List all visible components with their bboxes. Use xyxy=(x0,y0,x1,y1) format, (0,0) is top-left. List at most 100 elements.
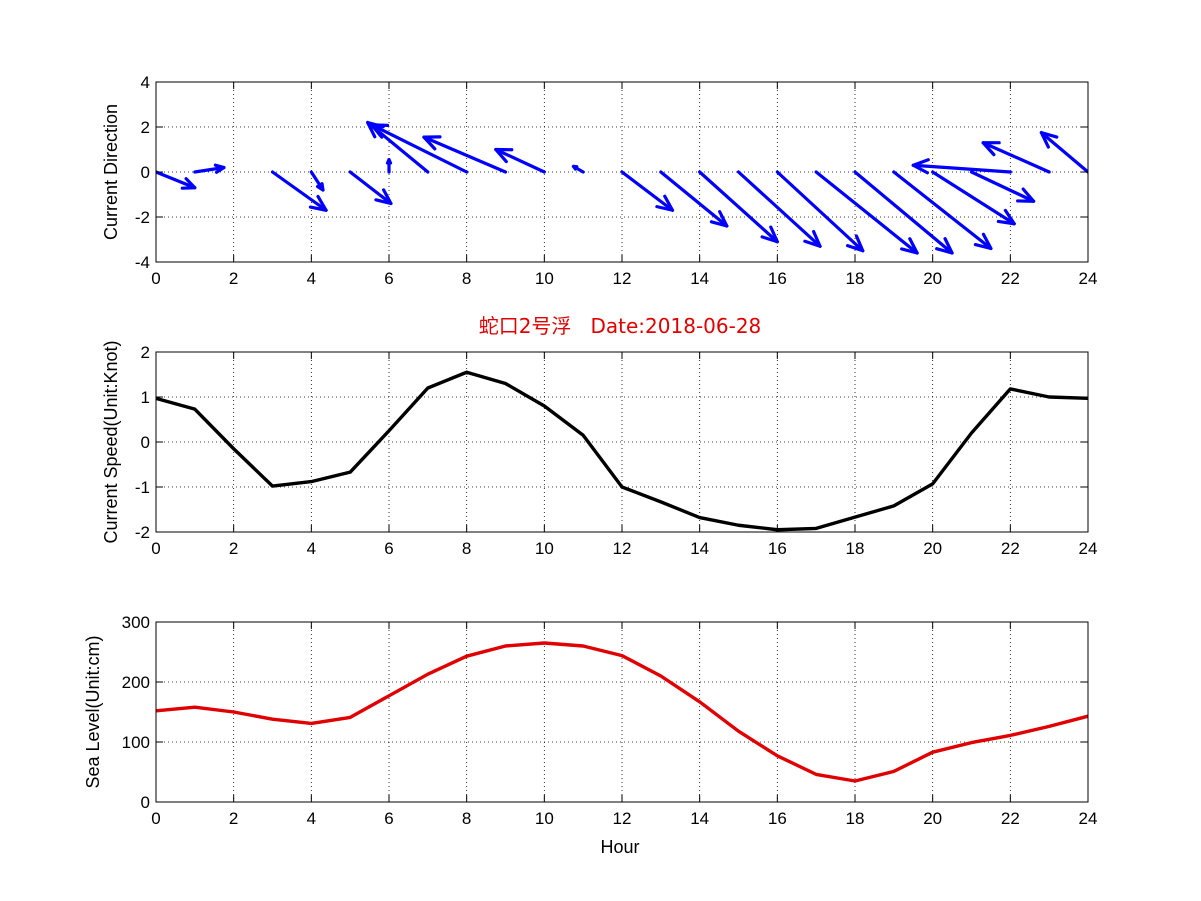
direction-arrow xyxy=(494,147,546,174)
arrow-head xyxy=(1039,131,1059,149)
x-tick-label: 24 xyxy=(1079,809,1098,828)
y-tick-label: 2 xyxy=(141,343,150,362)
speed-series xyxy=(156,370,1088,532)
direction-arrow xyxy=(969,170,1036,203)
arrow-head xyxy=(213,163,226,174)
x-tick-label: 10 xyxy=(535,539,554,558)
arrow-head xyxy=(315,182,325,192)
speed-grid xyxy=(156,352,1088,532)
y-tick-label: 1 xyxy=(141,388,150,407)
direction-arrow xyxy=(659,170,729,228)
arrow-shaft xyxy=(659,170,729,228)
x-tick-label: 6 xyxy=(384,269,393,288)
y-tick-label: 0 xyxy=(141,163,150,182)
arrow-shaft xyxy=(736,170,822,248)
direction-y-axis-label: Current Direction xyxy=(101,104,121,240)
chart-title: 蛇口2号浮 Date:2018-06-28 xyxy=(479,314,762,338)
arrow-shaft xyxy=(892,170,993,251)
direction-arrow xyxy=(931,170,1016,226)
series-line xyxy=(156,641,1088,783)
sea-level-plot-area xyxy=(156,622,1088,802)
x-tick-label: 6 xyxy=(384,809,393,828)
direction-arrow xyxy=(853,170,954,255)
direction-arrow xyxy=(571,164,585,174)
x-tick-label: 0 xyxy=(151,539,160,558)
x-tick-label: 2 xyxy=(229,809,238,828)
direction-arrow xyxy=(981,141,1051,174)
arrow-shaft xyxy=(270,170,328,212)
y-tick-label: 0 xyxy=(141,793,150,812)
arrow-shaft xyxy=(814,170,919,255)
x-tick-label: 16 xyxy=(768,539,787,558)
x-tick-label: 10 xyxy=(535,269,554,288)
arrow-head xyxy=(935,237,954,255)
x-tick-label: 22 xyxy=(1001,269,1020,288)
x-tick-label: 8 xyxy=(462,539,471,558)
x-tick-label: 2 xyxy=(229,269,238,288)
sea-level-y-axis-label: Sea Level(Unit:cm) xyxy=(83,635,103,788)
y-tick-label: -1 xyxy=(135,478,150,497)
arrow-shaft xyxy=(156,170,197,190)
x-tick-label: 14 xyxy=(690,269,709,288)
x-tick-label: 8 xyxy=(462,809,471,828)
arrow-shaft xyxy=(494,147,546,174)
arrow-shaft xyxy=(931,170,1016,226)
direction-arrow xyxy=(270,170,328,212)
speed-y-axis-label: Current Speed(Unit:Knot) xyxy=(101,340,121,543)
direction-arrows xyxy=(156,120,1088,255)
arrow-shaft xyxy=(981,141,1051,174)
x-tick-label: 4 xyxy=(307,809,316,828)
sea-level-series xyxy=(156,641,1088,783)
y-tick-label: 4 xyxy=(141,73,150,92)
x-tick-label: 18 xyxy=(846,539,865,558)
direction-arrow xyxy=(369,123,469,174)
x-tick-label: 20 xyxy=(923,269,942,288)
x-tick-label: 0 xyxy=(151,809,160,828)
x-tick-label: 12 xyxy=(613,539,632,558)
direction-arrow xyxy=(385,158,393,174)
x-tick-label: 4 xyxy=(307,539,316,558)
arrow-head xyxy=(385,158,393,165)
arrow-shaft xyxy=(775,170,865,253)
arrow-head xyxy=(374,188,393,206)
direction-arrow xyxy=(892,170,993,251)
arrow-head xyxy=(996,208,1016,226)
arrow-head xyxy=(981,141,1001,157)
direction-arrow xyxy=(814,170,919,255)
y-tick-label: 2 xyxy=(141,118,150,137)
arrow-head xyxy=(709,210,729,228)
x-tick-label: 12 xyxy=(613,809,632,828)
x-tick-label: 18 xyxy=(846,269,865,288)
arrow-head xyxy=(369,123,390,139)
direction-arrow xyxy=(775,170,865,253)
x-tick-label: 4 xyxy=(307,269,316,288)
direction-arrow xyxy=(156,170,197,190)
x-tick-label: 16 xyxy=(768,809,787,828)
direction-arrow xyxy=(348,170,393,206)
y-tick-label: -2 xyxy=(135,523,150,542)
arrow-shaft xyxy=(620,170,675,212)
arrow-shaft xyxy=(698,170,779,244)
y-tick-label: 0 xyxy=(141,433,150,452)
y-tick-label: -2 xyxy=(135,208,150,227)
y-tick-label: -4 xyxy=(135,253,150,272)
y-tick-label: 300 xyxy=(122,613,150,632)
sea-level-grid xyxy=(156,622,1088,802)
x-tick-label: 20 xyxy=(923,809,942,828)
x-tick-label: 2 xyxy=(229,539,238,558)
speed-panel: 蛇口2号浮 Date:2018-06-28 0 2 4 6 8 10 12 14 16 18 20 2… xyxy=(101,314,1097,558)
x-tick-label: 20 xyxy=(923,539,942,558)
arrow-shaft xyxy=(969,170,1036,203)
x-tick-label: 24 xyxy=(1079,269,1098,288)
x-tick-label: 12 xyxy=(613,269,632,288)
arrow-shaft xyxy=(348,170,393,206)
arrow-head xyxy=(803,229,822,248)
x-tick-label: 22 xyxy=(1001,539,1020,558)
series-line xyxy=(156,370,1088,532)
y-tick-label: 100 xyxy=(122,733,150,752)
